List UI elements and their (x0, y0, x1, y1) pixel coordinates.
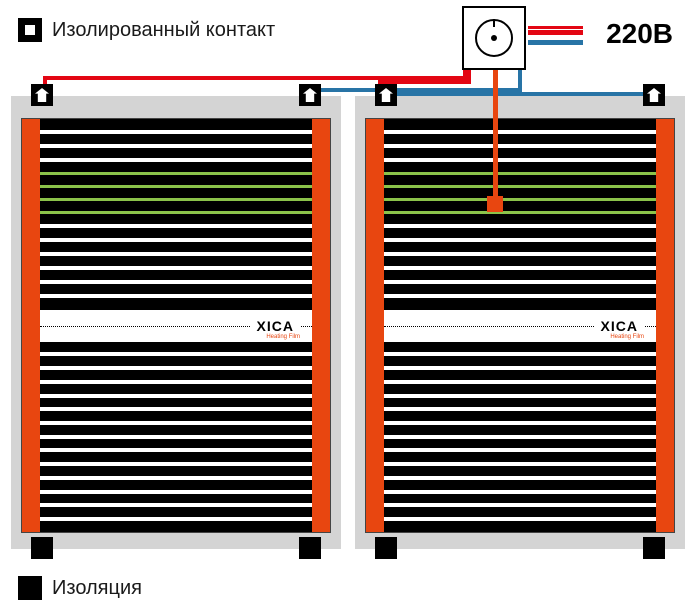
heating-stripe (384, 224, 656, 228)
panel2-brand-strip: XICA Heating Film (384, 310, 656, 342)
legend-square-contact-icon (18, 18, 42, 42)
panel1-brand-strip: XICA Heating Film (40, 310, 312, 342)
heating-stripe (384, 294, 656, 298)
thermostat-dial-icon (475, 19, 513, 57)
heating-stripe (384, 172, 656, 175)
heating-stripe (384, 490, 656, 494)
panel2-contact-top-right (643, 84, 665, 106)
stripe-block-bottom (384, 342, 656, 533)
heating-stripe (40, 435, 312, 439)
wire-live-out (528, 30, 583, 35)
brand-subtitle: Heating Film (266, 334, 300, 340)
heating-stripe (40, 380, 312, 384)
heating-stripe (40, 224, 312, 228)
legend-square-insulation-icon (18, 576, 42, 600)
heating-stripe (384, 144, 656, 148)
heating-stripe (384, 462, 656, 466)
heating-stripe (40, 366, 312, 370)
panel2-insulation-bottom-right (643, 537, 665, 559)
heating-stripe (40, 407, 312, 411)
legend-isolated-contact: Изолированный контакт (18, 18, 275, 42)
brand-logo: XICA (251, 318, 300, 334)
stripe-block-top (384, 119, 656, 310)
panel-1-frame: XICA Heating Film (11, 96, 341, 549)
heating-stripe (384, 435, 656, 439)
heating-stripe (384, 394, 656, 398)
heating-stripe (40, 294, 312, 298)
panel1-contact-top-right (299, 84, 321, 106)
heating-stripe (384, 252, 656, 256)
heating-stripe (40, 252, 312, 256)
heating-stripe (40, 130, 312, 134)
heating-stripe (40, 490, 312, 494)
heating-stripe (384, 130, 656, 134)
legend-insulation: Изоляция (18, 576, 142, 600)
heating-stripe (40, 211, 312, 214)
heating-stripe (384, 517, 656, 521)
heating-stripe (40, 266, 312, 270)
heating-stripe (384, 158, 656, 162)
panel2-heating-stripes: XICA Heating Film (384, 119, 656, 532)
heating-stripe (40, 517, 312, 521)
heating-stripe (40, 185, 312, 188)
heating-stripe (384, 380, 656, 384)
brand-logo: XICA (595, 318, 644, 334)
panel2-insulation-bottom-left (375, 537, 397, 559)
heating-stripe (384, 238, 656, 242)
heating-stripe (40, 462, 312, 466)
panel1-insulation-bottom-right (299, 537, 321, 559)
panel1-heating-stripes: XICA Heating Film (40, 119, 312, 532)
heating-panel-2: XICA Heating Film (365, 118, 675, 533)
legend-top-label: Изолированный контакт (52, 19, 275, 42)
panel1-busbar-left (22, 119, 40, 532)
heating-stripe (40, 421, 312, 425)
panel-2-frame: XICA Heating Film (355, 96, 685, 549)
panel2-contact-top-left (375, 84, 397, 106)
heating-stripe (384, 198, 656, 201)
heating-panel-1: XICA Heating Film (21, 118, 331, 533)
brand-subtitle: Heating Film (610, 334, 644, 340)
stripe-block-top (40, 119, 312, 310)
heating-stripe (40, 503, 312, 507)
wire-neutral-out (528, 40, 583, 45)
wire-live-out-2 (528, 26, 583, 29)
panel1-insulation-bottom-left (31, 537, 53, 559)
temperature-sensor-wire (493, 70, 498, 198)
heating-stripe (40, 280, 312, 284)
legend-bottom-label: Изоляция (52, 577, 142, 600)
panel1-busbar-right (312, 119, 330, 532)
heating-stripe (40, 394, 312, 398)
heating-stripe (40, 476, 312, 480)
heating-stripe (384, 352, 656, 356)
heating-stripe (40, 198, 312, 201)
heating-stripe (384, 503, 656, 507)
panel2-busbar-right (656, 119, 674, 532)
temperature-sensor-tip (487, 196, 503, 212)
heating-stripe (384, 448, 656, 452)
heating-stripe (40, 352, 312, 356)
heating-stripe (384, 407, 656, 411)
heating-stripe (40, 172, 312, 175)
heating-stripe (384, 366, 656, 370)
heating-stripe (384, 211, 656, 214)
panel2-busbar-left (366, 119, 384, 532)
thermostat-box (462, 6, 526, 70)
heating-stripe (384, 476, 656, 480)
heating-stripe (40, 448, 312, 452)
panel1-contact-top-left (31, 84, 53, 106)
heating-stripe (40, 158, 312, 162)
heating-stripe (384, 185, 656, 188)
heating-panels-area: XICA Heating Film (11, 96, 685, 549)
heating-stripe (384, 280, 656, 284)
heating-stripe (40, 144, 312, 148)
heating-stripe (40, 238, 312, 242)
voltage-label: 220В (606, 18, 673, 50)
heating-stripe (384, 421, 656, 425)
stripe-block-bottom (40, 342, 312, 533)
heating-stripe (384, 266, 656, 270)
